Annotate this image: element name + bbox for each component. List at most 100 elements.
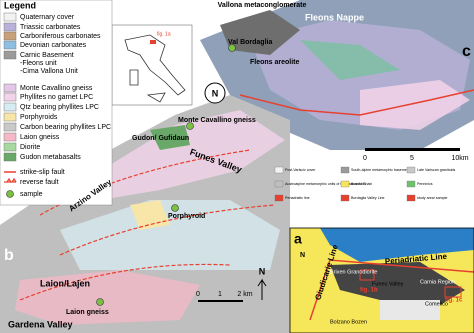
legend-star [6,190,14,198]
label: Brixen Granodiorite [330,269,377,275]
panel-letter: b [4,247,14,264]
legend-label: Carboniferous carbonates [20,33,101,40]
map-c-fleons [220,10,300,55]
legend-swatch [274,180,284,188]
legend-label: Porphyroids [20,114,58,121]
map-b-laion [15,270,200,325]
label: fig. 1c [445,298,463,304]
legend-swatch [3,152,17,162]
legend-swatch [3,112,17,122]
scale-label: 0 [196,291,200,298]
north-label: N [300,252,305,259]
label: Laion gneiss [66,309,109,316]
scale-label: 1 [218,291,222,298]
sample-marker [171,204,179,212]
map-b-qtz [60,200,280,270]
label: fig. 1b [360,288,378,294]
legend-label: Late Variscan granitoids [417,168,455,172]
legend-swatch [3,31,17,41]
legend-swatch [3,12,17,22]
legend: Legend Quaternary cover Triassic carbonat… [3,0,111,198]
legend-swatch [3,142,17,152]
legend-line [4,177,17,183]
legend-label: Gudon metabasalts [20,154,81,161]
legend-label: study area/ sample [417,196,447,200]
legend-label: strike-slip fault [20,169,65,176]
map-a-lines [309,259,474,321]
label: Bolzano Bozen [330,319,367,325]
label: Comelico [425,301,448,307]
map-b-phyllites [100,110,285,200]
sample-marker [96,298,104,306]
label: Vallona metaconglomerate [218,2,307,9]
legend-swatch [3,50,17,60]
inset-label: fig. 1a [157,31,171,37]
legend-label: Bordaglia Valley Line [351,196,385,200]
legend-swatch [406,166,416,174]
legend-swatch [3,132,17,142]
label: Fleons Nappe [305,12,364,22]
map-c-unit [300,40,400,80]
legend-label: reverse fault [20,179,59,186]
sample-marker [186,122,194,130]
map-c-phyllites [360,80,470,130]
scale-bar [365,148,460,151]
legend-swatch [274,194,284,202]
north-arrow [204,82,226,104]
legend-label: Devonian carbonates [20,42,87,49]
map-b-metabasalt [150,125,190,150]
scale-label: 2 km [237,291,252,298]
scale-label: 0 [363,155,367,162]
legend-label: Diorite [20,144,40,151]
legend-swatch [3,40,17,50]
map-a-north [320,228,474,262]
legend-label: Post-Variscic cover [285,168,316,172]
north-label: N [259,266,266,276]
map-a-box-c [444,286,462,298]
scale-label: 10km [451,155,468,162]
legend-label: sample [20,191,43,198]
label: Gudon/ Gufidaun [132,135,189,142]
legend-swatch [3,102,17,112]
italy-inset [111,24,193,106]
legend-label: Carbon bearing phyllites LPC [20,124,111,131]
label: Carnia Region [420,279,455,285]
map-b-faults [19,149,276,301]
label: Gardena Valley [8,319,73,329]
north-label: N [212,88,219,98]
legend-label: Quaternary cover [20,14,75,21]
legend-swatch [3,83,17,93]
panel-c-legend: Post-Variscic cover South-alpine metamorp… [274,166,455,202]
legend-label: Periadriatic line [285,196,310,200]
label: Funes Valley [372,281,404,287]
legend-label: Laion gneiss [20,134,60,141]
map-a-box-b [359,269,375,281]
label: Fleons areolite [250,59,300,66]
label: Monte Cavallino gneiss [178,117,256,124]
map-c-fault [239,89,474,116]
panel-letter: c [462,43,471,60]
legend-label: -Fleons unit [20,60,57,67]
legend-box [0,0,113,206]
north-arrow [257,278,267,300]
legend-swatch [406,180,416,188]
map-a-austro [330,262,465,305]
inset-marker [150,40,156,44]
legend-swatch [406,194,416,202]
legend-label: Phyllites no garnet LPC [20,94,93,101]
legend-title: Legend [4,0,36,10]
legend-label: Qtz bearing phyllites LPC [20,104,99,111]
legend-label: Monte Cavallino gneiss [20,85,93,92]
legend-label: Austroalpine metamorphic units of the Pa… [285,182,372,186]
map-a-south [380,300,440,320]
label: Laion/Lajen [40,278,90,288]
legend-swatch [3,22,17,32]
legend-swatch [3,92,17,102]
italy-outline [124,34,186,103]
legend-label: South-alpine metamorphic basement [351,168,410,172]
map-a-frame [289,227,474,333]
scale-bar [198,300,243,302]
legend-label: Carnic Basement [20,52,74,59]
legend-swatch [274,166,284,174]
